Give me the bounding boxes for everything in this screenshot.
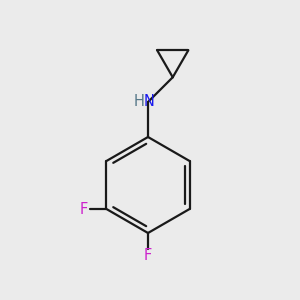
Text: N: N	[144, 94, 154, 110]
Text: H: H	[134, 94, 144, 110]
Text: F: F	[144, 248, 152, 263]
Text: F: F	[79, 202, 88, 217]
